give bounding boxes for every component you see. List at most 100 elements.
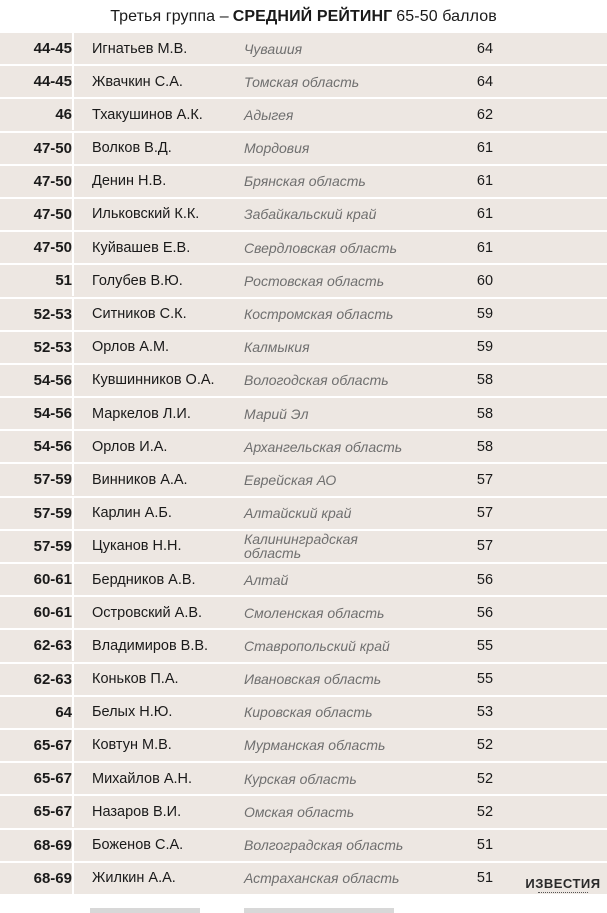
table-row: 54-56 Маркелов Л.И. Марий Эл 58 <box>0 398 607 432</box>
score-cell: 56 <box>476 571 494 588</box>
score-cell: 59 <box>476 306 494 322</box>
score-cell: 53 <box>476 704 494 721</box>
score-cell: 64 <box>476 73 494 90</box>
rank-cell: 54-56 <box>0 398 74 430</box>
name-cell: Орлов А.М. <box>92 339 170 356</box>
region-cell: Забайкальский край <box>244 206 377 223</box>
score-cell: 55 <box>476 637 494 654</box>
izvestia-logo: ИЗВЕСТИЯ <box>525 876 600 898</box>
rank-cell: 68-69 <box>0 862 74 894</box>
score-cell: 56 <box>476 604 494 621</box>
title-prefix: Третья группа – <box>110 7 229 25</box>
region-cell: Архангельская область <box>244 438 403 455</box>
name-cell: Ситников С.К. <box>92 306 187 322</box>
table-row: 47-50 Волков В.Д. Мордовия 61 <box>0 132 607 166</box>
region-cell: Мордовия <box>244 140 310 157</box>
rank-cell: 65-67 <box>0 729 74 761</box>
table-row: 52-53 Ситников С.К. Костромская область 59 <box>0 298 607 332</box>
table-row: 65-67 Назаров В.И. Омская область 52 <box>0 796 607 830</box>
table-row: 54-56 Кувшинников О.А. Вологодская область… <box>0 364 607 399</box>
cropped-name <box>90 908 200 913</box>
rating-table: 44-45 Игнатьев М.В. Чувашия 64 44-45 Жвачкин … <box>0 33 607 913</box>
name-cell: Ковтун М.В. <box>92 737 172 754</box>
rank-cell: 62-63 <box>0 630 74 662</box>
region-cell: Вологодская область <box>244 372 389 389</box>
rank-cell: 65-67 <box>0 796 74 828</box>
rank-cell: 64 <box>0 696 74 728</box>
name-cell: Волков В.Д. <box>92 140 172 157</box>
score-cell: 51 <box>476 837 494 853</box>
region-cell: Ставропольский край <box>244 637 390 654</box>
region-cell: Смоленская область <box>244 604 385 621</box>
rank-cell: 65-67 <box>0 763 74 795</box>
table-row: 65-67 Ковтун М.В. Мурманская область 52 <box>0 729 607 764</box>
region-cell: Калининградская область <box>244 531 358 562</box>
name-cell: Голубев В.Ю. <box>92 272 183 289</box>
region-cell: Омская область <box>244 803 355 820</box>
region-cell: Алтайский край <box>244 505 352 522</box>
region-cell: Курская область <box>244 770 357 787</box>
table-row: 68-69 Боженов С.А. Волгоградская область 51 <box>0 829 607 863</box>
rank-cell: 57-59 <box>0 497 74 529</box>
table-row: 60-61 Островский А.В. Смоленская область 56 <box>0 597 607 631</box>
score-cell: 60 <box>476 272 494 289</box>
rank-cell: 51 <box>0 265 74 297</box>
score-cell: 52 <box>476 770 494 787</box>
rank-cell: 44-45 <box>0 66 74 98</box>
score-cell: 61 <box>476 239 494 256</box>
cropped-next-row <box>0 898 607 913</box>
rank-cell: 62-63 <box>0 663 74 695</box>
table-row: 57-59 Карлин А.Б. Алтайский край 57 <box>0 497 607 531</box>
rank-cell: 52-53 <box>0 331 74 363</box>
table-title: Третья группа – СРЕДНИЙ РЕЙТИНГ 65-50 ба… <box>0 0 607 33</box>
region-cell: Мурманская область <box>244 737 386 754</box>
table-row: 62-63 Владимиров В.В. Ставропольский край 5… <box>0 630 607 664</box>
name-cell: Игнатьев М.В. <box>92 40 188 57</box>
table-row: 47-50 Ильковский К.К. Забайкальский край 61 <box>0 198 607 233</box>
table-row: 57-59 Винников А.А. Еврейская АО 57 <box>0 464 607 498</box>
rank-cell: 52-53 <box>0 298 74 330</box>
name-cell: Ильковский К.К. <box>92 206 200 223</box>
table-row: 65-67 Михайлов А.Н. Курская область 52 <box>0 763 607 797</box>
region-cell: Томская область <box>244 73 360 90</box>
name-cell: Боженов С.А. <box>92 837 184 853</box>
rank-cell: 60-61 <box>0 564 74 595</box>
name-cell: Владимиров В.В. <box>92 637 209 654</box>
region-cell: Астраханская область <box>244 870 400 887</box>
name-cell: Цуканов Н.Н. <box>92 538 182 555</box>
name-cell: Бердников А.В. <box>92 571 196 588</box>
region-cell: Адыгея <box>244 106 294 123</box>
name-cell: Куйвашев Е.В. <box>92 239 191 256</box>
region-cell: Алтай <box>244 571 289 588</box>
logo-underline <box>538 892 588 895</box>
region-cell: Марий Эл <box>244 405 309 422</box>
score-cell: 62 <box>476 106 494 123</box>
score-cell: 64 <box>476 40 494 57</box>
table-row: 47-50 Куйвашев Е.В. Свердловская область 61 <box>0 232 607 266</box>
name-cell: Михайлов А.Н. <box>92 770 193 787</box>
rank-cell: 47-50 <box>0 198 74 230</box>
name-cell: Назаров В.И. <box>92 803 182 820</box>
rank-cell: 47-50 <box>0 232 74 264</box>
region-cell: Брянская область <box>244 173 366 190</box>
rank-cell: 60-61 <box>0 597 74 629</box>
score-cell: 51 <box>476 870 494 887</box>
table-row: 54-56 Орлов И.А. Архангельская область 58 <box>0 431 607 465</box>
name-cell: Белых Н.Ю. <box>92 704 173 721</box>
rank-cell: 47-50 <box>0 132 74 164</box>
score-cell: 59 <box>476 339 494 356</box>
name-cell: Карлин А.Б. <box>92 505 172 522</box>
name-cell: Островский А.В. <box>92 604 203 621</box>
region-cell: Свердловская область <box>244 239 397 256</box>
name-cell: Тхакушинов А.К. <box>92 106 203 123</box>
rank-cell: 54-56 <box>0 431 74 463</box>
table-row: 62-63 Коньков П.А. Ивановская область 55 <box>0 663 607 697</box>
table-row: 46 Тхакушинов А.К. Адыгея 62 <box>0 99 607 133</box>
score-cell: 58 <box>476 405 494 422</box>
table-row: 57-59 Цуканов Н.Н. Калининградская область… <box>0 530 607 564</box>
table-row: 52-53 Орлов А.М. Калмыкия 59 <box>0 331 607 365</box>
name-cell: Кувшинников О.А. <box>92 372 215 389</box>
region-cell: Волгоградская область <box>244 837 404 853</box>
rank-cell: 47-50 <box>0 165 74 197</box>
name-cell: Жилкин А.А. <box>92 870 176 887</box>
